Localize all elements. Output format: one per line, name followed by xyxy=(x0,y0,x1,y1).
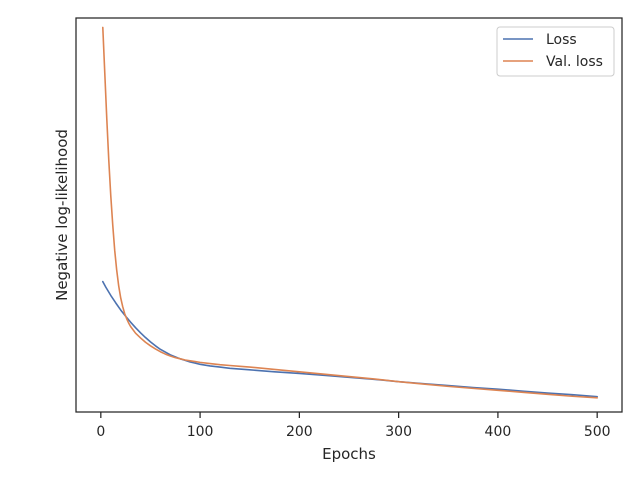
legend-label: Val. loss xyxy=(546,54,603,70)
series-line-val-loss xyxy=(102,26,598,399)
x-axis-label: Epochs xyxy=(322,445,376,463)
x-axis-ticks: 0 100 200 300 400 500 xyxy=(96,412,611,440)
x-tick-label: 0 xyxy=(96,424,105,440)
axes-frame xyxy=(75,17,623,413)
x-tick-label: 400 xyxy=(485,424,512,440)
legend: Loss Val. loss xyxy=(496,26,615,77)
x-tick-label: 200 xyxy=(286,424,313,440)
x-tick-label: 100 xyxy=(187,424,214,440)
series-line-loss xyxy=(102,280,598,398)
x-tick-label: 500 xyxy=(584,424,611,440)
legend-label: Loss xyxy=(546,32,577,48)
plot-area xyxy=(102,26,598,399)
y-axis-label: Negative log-likelihood xyxy=(53,129,71,301)
x-tick-label: 300 xyxy=(385,424,412,440)
